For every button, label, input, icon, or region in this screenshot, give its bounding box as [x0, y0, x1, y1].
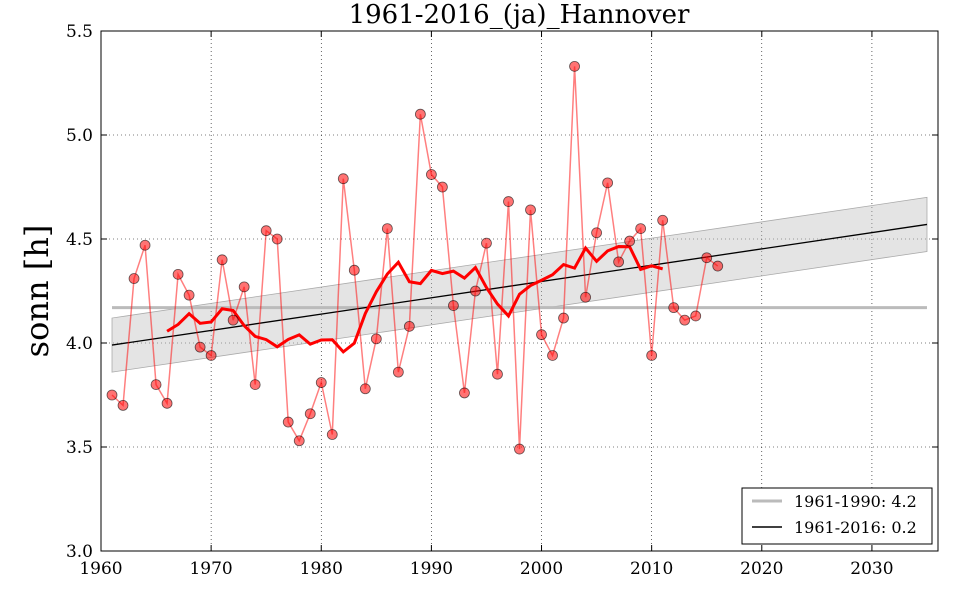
x-tick-label: 2010 — [630, 559, 673, 579]
data-point — [348, 264, 360, 276]
y-tick-label: 4.0 — [66, 334, 93, 354]
data-point — [470, 285, 481, 297]
data-point — [514, 443, 525, 455]
data-point — [249, 379, 261, 391]
y-axis-label: sonn [h] — [18, 225, 56, 358]
data-point — [172, 268, 184, 280]
data-point — [547, 350, 558, 361]
trend-line — [111, 223, 928, 346]
data-point — [117, 399, 129, 411]
data-point — [216, 254, 228, 266]
data-point — [492, 368, 503, 380]
y-tick-label: 4.5 — [66, 230, 93, 250]
data-point — [602, 177, 614, 189]
data-point — [624, 235, 636, 247]
data-point — [448, 300, 459, 311]
x-tick-label: 2030 — [850, 559, 893, 579]
data-point — [128, 273, 140, 284]
data-point — [525, 204, 536, 216]
y-tick-label: 5.5 — [66, 22, 93, 42]
data-point — [359, 383, 371, 395]
data-point — [481, 237, 492, 249]
data-point — [106, 389, 118, 401]
data-point — [392, 366, 404, 378]
data-point — [326, 429, 338, 440]
y-tick-label: 3.5 — [66, 438, 93, 458]
data-point — [657, 214, 669, 226]
data-point — [293, 435, 305, 447]
data-point — [459, 387, 470, 399]
y-tick-label: 3.0 — [66, 542, 93, 562]
x-tick-label: 1990 — [410, 559, 453, 579]
data-point — [381, 223, 393, 235]
chart-title: 1961-2016_(ja)_Hannover — [349, 0, 690, 30]
data-point — [635, 223, 647, 235]
data-point — [227, 314, 239, 326]
data-point — [437, 181, 448, 193]
x-tick-label: 1980 — [300, 559, 343, 579]
data-point — [668, 302, 680, 314]
data-point — [370, 333, 382, 345]
data-point — [712, 260, 724, 272]
series-lines — [111, 66, 928, 450]
data-point — [536, 329, 547, 341]
data-point — [315, 377, 327, 388]
x-tick-label: 2020 — [740, 559, 783, 579]
data-point — [646, 350, 658, 361]
data-point — [558, 312, 569, 324]
axis-ticks: 1960 1970 1980 1990 2000 2010 2020 2030 3.0 3.5 4.… — [66, 22, 938, 579]
data-point — [260, 225, 272, 237]
data-point — [282, 416, 294, 428]
data-point — [183, 289, 195, 301]
data-point — [304, 408, 316, 420]
legend-label-trend: 1961-2016: 0.2 — [794, 518, 917, 537]
data-point — [503, 196, 514, 207]
running-mean-line — [166, 245, 664, 354]
x-tick-label: 1960 — [79, 559, 122, 579]
data-point — [580, 291, 591, 303]
data-point — [194, 341, 206, 353]
data-point — [161, 397, 173, 409]
x-tick-label: 2000 — [520, 559, 563, 579]
y-tick-label: 5.0 — [66, 126, 93, 146]
data-point — [690, 310, 702, 322]
data-point — [403, 320, 415, 332]
data-point — [337, 173, 349, 185]
data-point — [414, 108, 426, 120]
data-point — [591, 227, 602, 239]
legend: 1961-1990: 4.2 1961-2016: 0.2 — [741, 487, 933, 545]
data-point — [679, 314, 691, 326]
data-point — [238, 281, 250, 293]
x-tick-label: 1970 — [189, 559, 232, 579]
data-point — [139, 239, 151, 251]
data-point — [701, 252, 713, 264]
data-point — [271, 233, 283, 245]
data-point — [425, 169, 437, 180]
plot-frame — [100, 30, 939, 552]
data-point — [150, 379, 162, 391]
data-points — [106, 60, 724, 455]
data-point — [569, 60, 580, 72]
data-point — [613, 256, 625, 268]
data-point — [205, 350, 217, 361]
legend-label-reference: 1961-1990: 4.2 — [794, 492, 917, 511]
